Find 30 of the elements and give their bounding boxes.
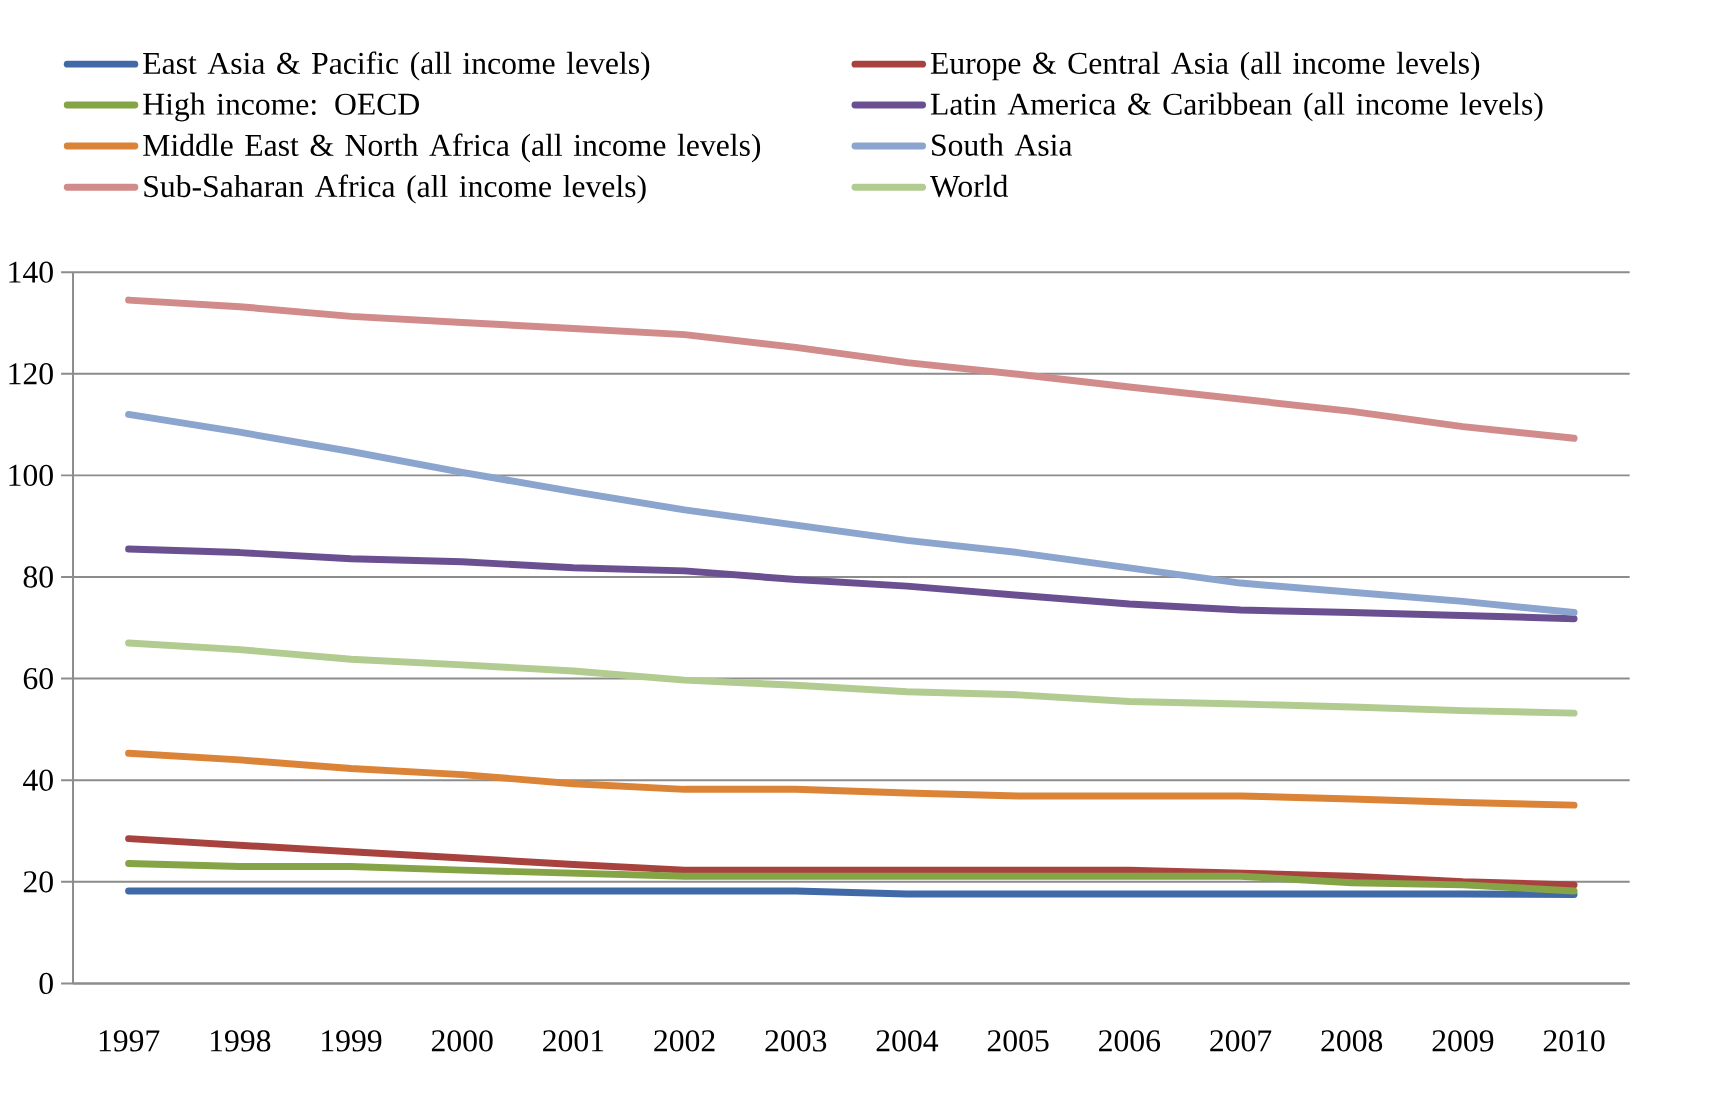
x-tick-label: 2009	[1432, 1030, 1494, 1052]
x-tick-label: 2000	[431, 1030, 493, 1052]
x-tick-label: 1998	[210, 1030, 271, 1052]
legend-label: Middle East & North Africa (all income levels)	[143, 133, 761, 163]
x-tick-label: 1997	[99, 1030, 160, 1052]
legend-label: Sub-Saharan Africa (all income levels)	[144, 174, 646, 204]
legend-label: East Asia & Pacific (all income levels)	[143, 51, 650, 81]
y-tick-label: 0	[39, 972, 53, 995]
x-tick-label: 2006	[1099, 1030, 1161, 1052]
y-tick-label: 100	[9, 464, 53, 487]
legend-label: World	[930, 174, 1008, 198]
x-tick-label: 2001	[543, 1030, 604, 1052]
legend-label: South Asia	[932, 133, 1073, 157]
y-tick-label: 140	[9, 261, 53, 284]
x-tick-label: 2007	[1210, 1030, 1272, 1052]
y-tick-label: 20	[23, 871, 53, 893]
x-tick-label: 2005	[987, 1030, 1049, 1052]
y-tick-label: 40	[23, 769, 53, 792]
y-tick-label: 80	[23, 566, 53, 588]
y-tick-label: 60	[23, 668, 53, 690]
x-tick-label: 2003	[765, 1030, 827, 1052]
legend-label: Europe & Central Asia (all income levels)	[930, 51, 1480, 81]
x-tick-label: 2010	[1543, 1030, 1605, 1052]
x-tick-label: 2008	[1321, 1030, 1383, 1052]
x-tick-label: 2002	[654, 1030, 715, 1052]
legend-label: High income: OECD	[143, 92, 419, 122]
legend-label: Latin America & Caribbean (all income levels)	[930, 92, 1543, 122]
y-tick-label: 120	[9, 363, 53, 385]
x-tick-label: 1999	[322, 1030, 382, 1052]
x-tick-label: 2004	[876, 1030, 939, 1052]
